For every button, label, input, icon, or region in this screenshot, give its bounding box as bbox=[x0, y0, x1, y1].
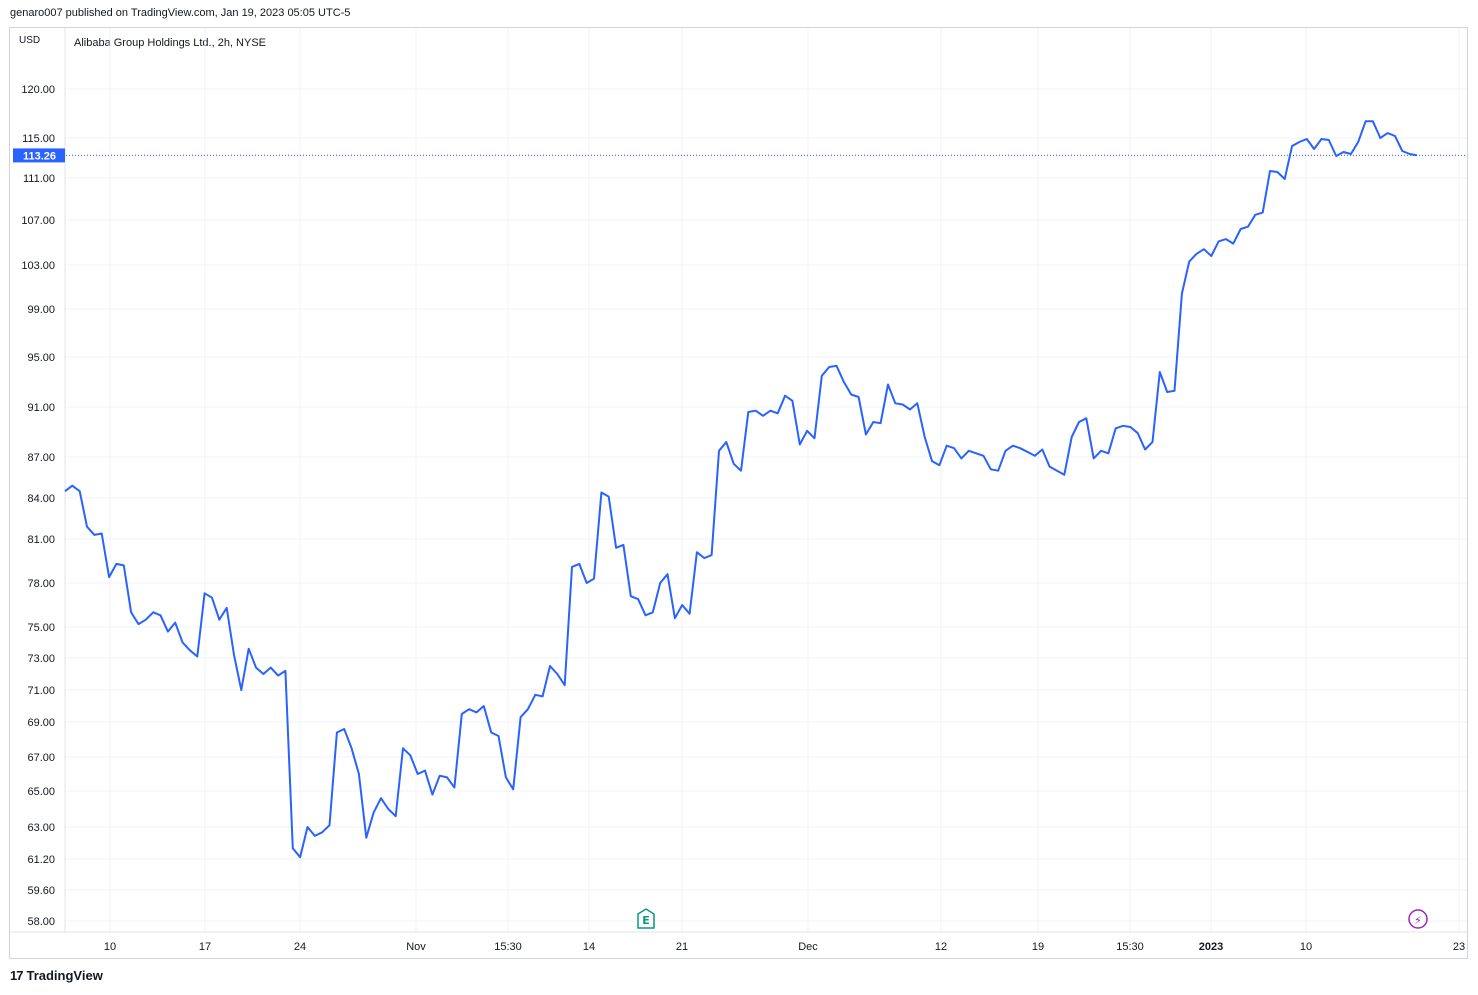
x-tick-label: 17 bbox=[199, 941, 211, 953]
x-tick-label: Nov bbox=[406, 941, 426, 953]
y-tick-label: 95.00 bbox=[27, 352, 55, 364]
last-price-label: 113.26 bbox=[23, 150, 56, 162]
x-tick-label: 15:30 bbox=[494, 941, 522, 953]
x-tick-label: 21 bbox=[676, 941, 688, 953]
x-tick-label: 14 bbox=[583, 941, 595, 953]
y-tick-label: 87.00 bbox=[27, 452, 55, 464]
y-tick-label: 71.00 bbox=[27, 685, 55, 697]
x-tick-label: 15:30 bbox=[1116, 941, 1144, 953]
y-tick-label: 75.00 bbox=[27, 622, 55, 634]
y-tick-label: 69.00 bbox=[27, 717, 55, 729]
earnings-icon bbox=[637, 908, 655, 929]
chart-frame bbox=[9, 27, 1468, 959]
y-tick-label: 115.00 bbox=[22, 133, 55, 145]
tradingview-logo-icon: 17 bbox=[10, 968, 24, 983]
y-tick-label: 78.00 bbox=[27, 578, 55, 590]
y-tick-label: 67.00 bbox=[27, 752, 55, 764]
dividend-lightning-icon bbox=[1408, 909, 1428, 929]
symbol-title: Alibaba Group Holdings Ltd., 2h, NYSE bbox=[74, 37, 267, 49]
y-tick-label: 84.00 bbox=[27, 493, 55, 505]
publisher-caption: genaro007 published on TradingView.com, … bbox=[10, 7, 351, 19]
y-tick-label: 120.00 bbox=[21, 84, 55, 96]
x-tick-label: 19 bbox=[1032, 941, 1044, 953]
y-tick-label: 99.00 bbox=[27, 304, 55, 316]
tradingview-branding[interactable]: 17 TradingView bbox=[10, 968, 103, 983]
y-tick-label: 81.00 bbox=[27, 534, 55, 546]
y-tick-label: 59.60 bbox=[27, 885, 55, 897]
last-price-badge bbox=[13, 148, 65, 163]
y-tick-label: 107.00 bbox=[21, 215, 55, 227]
y-tick-label: 63.00 bbox=[27, 822, 55, 834]
y-tick-label: 91.00 bbox=[27, 402, 55, 414]
x-tick-label: 12 bbox=[935, 941, 947, 953]
x-tick-label: 2023 bbox=[1199, 941, 1223, 953]
x-tick-label: Dec bbox=[798, 941, 818, 953]
y-tick-label: 65.00 bbox=[27, 786, 55, 798]
x-tick-label: 24 bbox=[294, 941, 306, 953]
currency-label: USD bbox=[19, 35, 41, 46]
x-tick-label: 10 bbox=[1300, 941, 1312, 953]
x-tick-label: 23 bbox=[1453, 941, 1465, 953]
y-tick-label: 111.00 bbox=[23, 173, 55, 185]
x-tick-label: 10 bbox=[104, 941, 116, 953]
y-tick-label: 58.00 bbox=[27, 916, 55, 928]
y-tick-label: 103.00 bbox=[21, 260, 55, 272]
brand-name: TradingView bbox=[26, 968, 103, 983]
y-tick-label: 61.20 bbox=[27, 854, 55, 866]
y-tick-label: 73.00 bbox=[27, 653, 55, 665]
price-series-line bbox=[64, 120, 1418, 859]
earnings-icon-glyph: E bbox=[642, 914, 650, 927]
dividend-lightning-icon-glyph: ⚡ bbox=[1414, 914, 1422, 927]
